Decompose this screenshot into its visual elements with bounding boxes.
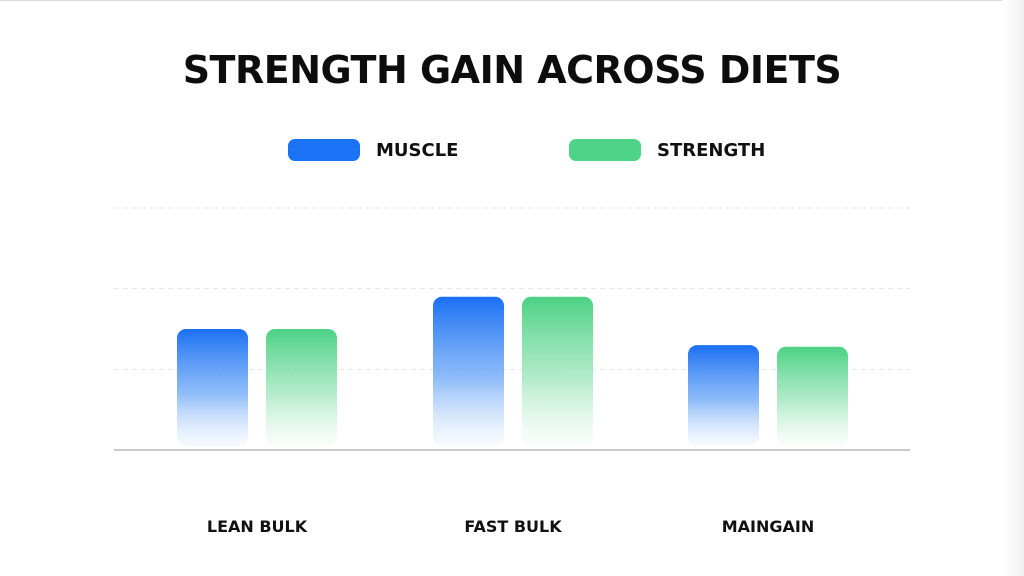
legend-item-muscle: MUSCLE — [288, 139, 458, 161]
right-edge-shadow — [1002, 0, 1024, 576]
category-labels: LEAN BULK FAST BULK MAINGAIN — [207, 517, 814, 536]
legend-swatch-strength — [569, 139, 641, 161]
legend-label-muscle: MUSCLE — [376, 139, 459, 161]
bar-strength-lean-bulk — [266, 329, 337, 446]
bar-strength-fast-bulk — [522, 296, 593, 446]
category-label-lean-bulk: LEAN BULK — [207, 517, 308, 536]
legend-item-strength: STRENGTH — [569, 139, 765, 161]
legend-swatch-muscle — [288, 139, 360, 161]
bar-muscle-fast-bulk — [433, 296, 504, 446]
category-label-maingain: MAINGAIN — [722, 517, 815, 536]
category-label-fast-bulk: FAST BULK — [464, 517, 562, 536]
grid-lines — [114, 207, 910, 370]
bars — [177, 296, 848, 446]
bar-muscle-lean-bulk — [177, 329, 248, 446]
chart-title: STRENGTH GAIN ACROSS DIETS — [182, 48, 842, 92]
bar-strength-maingain — [777, 346, 848, 446]
top-border — [0, 0, 1024, 1]
legend-label-strength: STRENGTH — [657, 139, 766, 161]
bar-muscle-maingain — [688, 345, 759, 446]
